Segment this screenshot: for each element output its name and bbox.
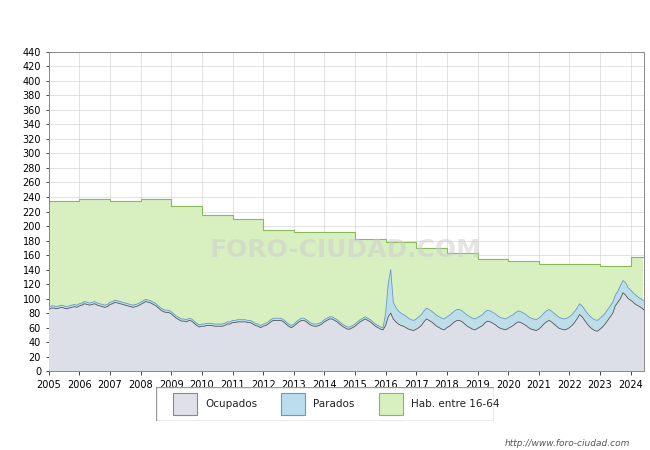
Text: Parados: Parados bbox=[313, 399, 354, 409]
Bar bbox=[379, 393, 403, 415]
Text: Ocupados: Ocupados bbox=[205, 399, 257, 409]
Text: http://www.foro-ciudad.com: http://www.foro-ciudad.com bbox=[505, 439, 630, 448]
Text: Hab. entre 16-64: Hab. entre 16-64 bbox=[411, 399, 500, 409]
Bar bbox=[173, 393, 196, 415]
Text: Nueva Villa de las Torres - Evolucion de la poblacion en edad de Trabajar Mayo d: Nueva Villa de las Torres - Evolucion de… bbox=[36, 15, 614, 27]
Bar bbox=[281, 393, 305, 415]
Text: FORO-CIUDAD.COM: FORO-CIUDAD.COM bbox=[210, 238, 482, 262]
